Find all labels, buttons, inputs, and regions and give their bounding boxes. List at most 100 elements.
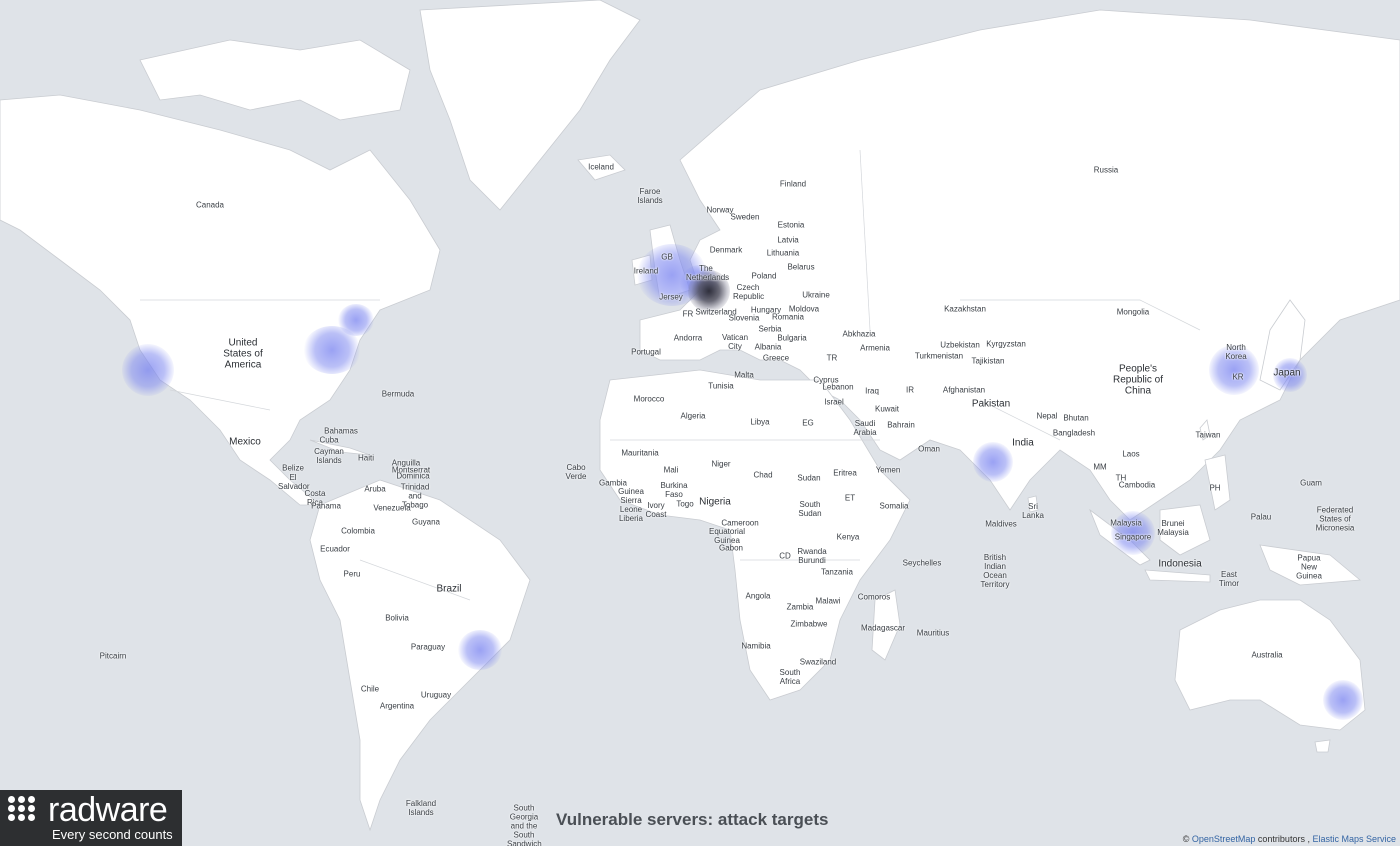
country-label-bahrain: Bahrain <box>887 420 915 430</box>
country-label-estonia: Estonia <box>777 220 805 230</box>
country-label-dominica: Dominica <box>396 471 430 481</box>
country-label-portugal: Portugal <box>631 347 661 357</box>
country-label-vatican: Vatican City <box>721 333 749 351</box>
country-label-palau: Palau <box>1250 512 1272 522</box>
country-label-cyprus: Cyprus <box>813 375 839 385</box>
land-cuba <box>309 439 371 456</box>
country-label-cd: CD <box>779 551 791 561</box>
country-label-comoros: Comoros <box>857 592 891 602</box>
land-britain <box>649 224 691 301</box>
country-label-cayman: Cayman Islands <box>314 447 344 465</box>
country-label-moldova: Moldova <box>788 304 820 314</box>
country-label-somalia: Somalia <box>879 501 909 511</box>
country-label-india: India <box>1012 437 1034 449</box>
country-label-pitcairn: Pitcairn <box>99 651 127 661</box>
country-label-switzerland: Switzerland <box>695 307 737 317</box>
country-label-eg: EG <box>802 418 814 428</box>
country-label-montserrat: Montserrat <box>391 465 431 475</box>
attribution: © OpenStreetMap contributors , Elastic M… <box>1183 834 1396 844</box>
ems-link[interactable]: Elastic Maps Service <box>1312 834 1396 844</box>
land-java <box>1144 569 1211 583</box>
country-label-mongolia: Mongolia <box>1116 307 1150 317</box>
country-label-canada: Canada <box>195 200 225 210</box>
osm-link[interactable]: OpenStreetMap <box>1191 834 1256 844</box>
copyright-symbol: © <box>1182 834 1190 844</box>
country-label-iceland: Iceland <box>588 162 614 172</box>
country-label-china: People's Republic of China <box>1112 363 1164 397</box>
country-label-el-salvador: El Salvador <box>278 473 310 491</box>
country-label-bahamas: Bahamas <box>324 426 358 436</box>
country-label-mexico: Mexico <box>229 436 261 448</box>
country-label-togo: Togo <box>676 499 694 509</box>
country-label-venezuela: Venezuela <box>373 503 411 513</box>
country-label-ukraine: Ukraine <box>802 290 830 300</box>
country-label-lithuania: Lithuania <box>766 248 800 258</box>
country-label-kr: KR <box>1232 372 1244 382</box>
country-label-south-georgia: South Georgia and the South Sandwich <box>507 803 542 846</box>
land-sri-lanka <box>1027 495 1039 513</box>
border-us-mexico <box>169 389 271 411</box>
country-label-greece: Greece <box>762 353 790 363</box>
land-tasmania <box>1314 739 1331 753</box>
logo-tagline: Every second counts <box>52 827 173 842</box>
country-label-ir: IR <box>906 385 914 395</box>
country-label-malta: Malta <box>734 370 754 380</box>
country-label-chile: Chile <box>360 684 380 694</box>
country-label-png: Papua New Guinea <box>1296 553 1322 581</box>
country-label-south-africa: South Africa <box>779 668 801 686</box>
country-label-afghanistan: Afghanistan <box>942 385 986 395</box>
country-label-et: ET <box>844 493 856 503</box>
land-arctic-islands <box>139 39 411 121</box>
country-label-madagascar: Madagascar <box>860 623 906 633</box>
country-label-uruguay: Uruguay <box>420 690 452 700</box>
country-label-singapore: Singapore <box>1114 532 1152 542</box>
country-label-latvia: Latvia <box>777 235 799 245</box>
country-label-angola: Angola <box>745 591 771 601</box>
country-label-falkland: Falkland Islands <box>405 799 437 817</box>
country-label-nigeria: Nigeria <box>699 496 731 508</box>
country-label-guam: Guam <box>1300 478 1322 488</box>
country-label-laos: Laos <box>1122 449 1140 459</box>
country-label-brunei: Brunei Malaysia <box>1157 519 1189 537</box>
land-greenland <box>419 0 641 211</box>
country-label-costa-rica: Costa Rica <box>304 489 326 507</box>
country-label-trinidad: Trinidad and Tobago <box>400 482 430 510</box>
country-label-bolivia: Bolivia <box>385 613 409 623</box>
country-label-swaziland: Swaziland <box>799 657 837 667</box>
country-label-guyana: Guyana <box>411 517 441 527</box>
radware-dots-icon <box>8 796 36 821</box>
radware-logo: radware Every second counts <box>0 790 182 846</box>
country-label-denmark: Denmark <box>709 245 743 255</box>
country-label-uzbekistan: Uzbekistan <box>940 340 980 350</box>
country-label-chad: Chad <box>753 470 773 480</box>
country-label-serbia: Serbia <box>758 324 782 334</box>
country-label-panama: Panama <box>311 501 341 511</box>
contributors-text: contributors , <box>1257 834 1310 844</box>
country-label-malawi: Malawi <box>815 596 841 606</box>
country-label-ivory-coast: Ivory Coast <box>645 501 667 519</box>
country-label-hungary: Hungary <box>750 305 782 315</box>
country-label-czech: Czech Republic <box>733 283 765 301</box>
country-label-morocco: Morocco <box>633 394 665 404</box>
country-label-gabon: Gabon <box>718 543 744 553</box>
country-label-aruba: Aruba <box>364 484 386 494</box>
country-label-kyrgyzstan: Kyrgyzstan <box>986 339 1026 349</box>
country-label-indonesia: Indonesia <box>1158 558 1202 570</box>
country-label-brazil: Brazil <box>436 583 462 595</box>
country-label-cabo-verde: Cabo Verde <box>565 463 587 481</box>
country-label-bangladesh: Bangladesh <box>1052 428 1096 438</box>
country-label-bulgaria: Bulgaria <box>777 333 807 343</box>
land-australia <box>1174 599 1366 731</box>
country-label-sri-lanka: Sri Lanka <box>1022 502 1044 520</box>
country-label-sweden: Sweden <box>730 212 760 222</box>
country-label-burkina: Burkina Faso <box>660 481 688 499</box>
country-label-gambia: Gambia <box>598 478 628 488</box>
country-label-taiwan: Taiwan <box>1195 430 1221 440</box>
country-label-abkhazia: Abkhazia <box>842 329 876 339</box>
country-label-sudan: Sudan <box>797 473 821 483</box>
land-borneo <box>1159 504 1211 556</box>
country-label-belarus: Belarus <box>787 262 815 272</box>
country-label-seychelles: Seychelles <box>902 558 942 568</box>
